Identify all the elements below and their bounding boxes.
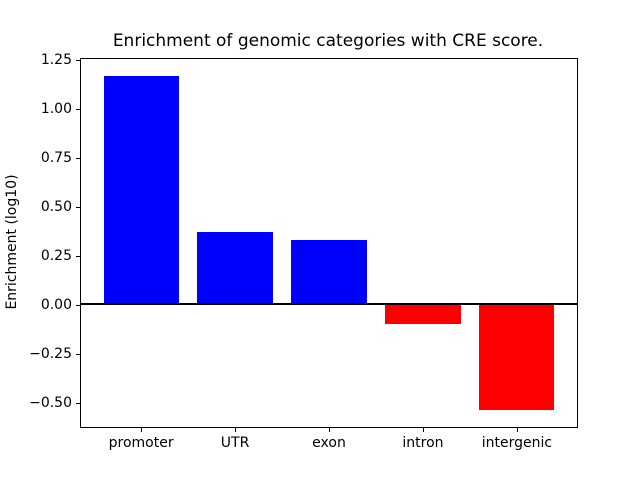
y-tick-label: 0.00 [40,296,72,313]
y-tick-label: −0.50 [29,394,72,411]
x-tick-label-intron: intron [402,435,444,451]
zero-line [81,303,577,306]
bar-exon [291,240,367,305]
y-tick-mark [76,59,80,61]
bar-intron [385,304,461,325]
x-tick-label-UTR: UTR [220,435,250,451]
y-tick-label: −0.25 [29,345,72,362]
x-tick-label-intergenic: intergenic [481,435,553,451]
x-tick-mark [235,428,237,432]
x-tick-mark [141,428,143,432]
x-tick-mark [329,428,330,432]
y-tick-label: 0.75 [40,149,72,166]
x-tick-label-exon: exon [312,435,346,451]
y-tick-label: 0.25 [40,247,72,264]
y-tick-mark [76,108,80,110]
bar-UTR [197,232,273,305]
y-tick-label: 0.50 [40,198,72,215]
y-tick-mark [76,353,80,355]
y-tick-label: 1.25 [40,51,72,68]
y-tick-mark [76,402,80,404]
chart-title: Enrichment of genomic categories with CR… [112,31,544,51]
x-tick-mark [422,428,424,432]
y-tick-label: 1.00 [40,100,72,117]
bar-intergenic [479,304,555,411]
y-tick-mark [76,255,80,257]
y-tick-mark [76,157,80,159]
y-tick-mark [76,304,80,306]
bar-promoter [103,75,179,305]
x-tick-label-promoter: promoter [108,435,174,451]
y-axis-label: Enrichment (log10) [4,174,20,310]
plot-area: promoter UTR exon intron intergenic 1.25 1.00 0… [29,52,578,451]
y-tick-mark [76,206,80,208]
x-tick-mark [516,428,518,432]
